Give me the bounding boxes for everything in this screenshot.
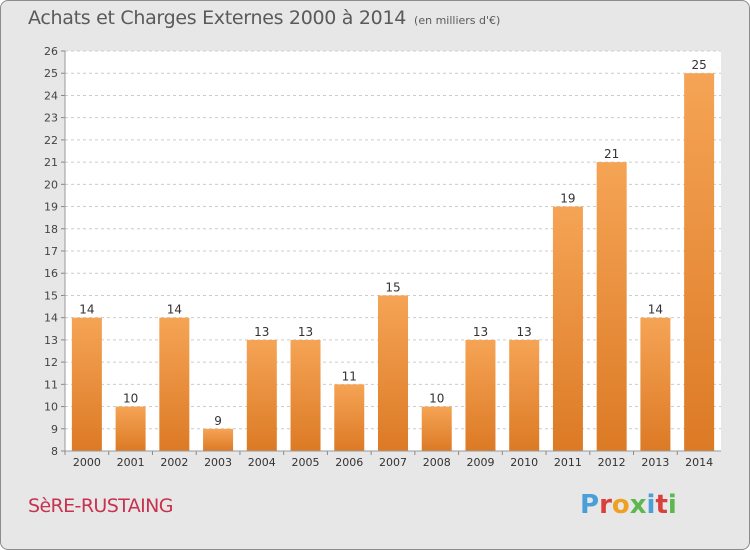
x-tick-label: 2008 [423,456,451,469]
y-tick-label: 9 [51,423,58,436]
bar-value-label: 10 [123,392,138,406]
bar [421,406,452,451]
x-tick-label: 2013 [641,456,669,469]
bar [378,295,408,451]
bar-value-label: 10 [429,392,444,406]
bar [684,73,715,451]
bar-value-label: 14 [79,303,94,317]
bars [71,73,715,451]
x-tick-label: 2003 [204,456,232,469]
chart-subtitle: (en milliers d'€) [414,14,501,27]
bar-value-label: 14 [167,303,182,317]
bar-value-label: 19 [560,192,575,206]
y-tick-label: 17 [44,245,58,258]
x-tick-label: 2014 [685,456,713,469]
logo-letter: o [611,490,630,520]
y-tick-label: 21 [44,156,58,169]
logo-letter: t [655,490,668,520]
title-row: Achats et Charges Externes 2000 à 2014 (e… [28,7,500,29]
bar [203,428,234,451]
x-tick-label: 2000 [73,456,101,469]
bar-value-label: 13 [254,325,269,339]
bar-value-label: 13 [298,325,313,339]
data-labels: 14 10 14 9 13 13 11 15 10 13 13 19 21 14 25 [79,58,707,428]
bar [159,317,190,451]
x-tick-label: 2007 [379,456,407,469]
bar-value-label: 14 [648,303,663,317]
y-tick-label: 10 [44,401,58,414]
chart-title: Achats et Charges Externes 2000 à 2014 [28,7,407,29]
x-tick-label: 2005 [292,456,320,469]
bar [71,317,102,451]
y-tick-label: 24 [44,89,58,102]
bar-value-label: 13 [517,325,532,339]
y-tick-label: 13 [44,334,58,347]
x-tick-label: 2009 [466,456,494,469]
x-tick-label: 2010 [510,456,538,469]
bar-value-label: 11 [342,369,357,383]
y-tick-label: 19 [44,201,58,214]
bar [115,406,146,451]
logo-letter: x [629,490,647,520]
x-tick-label: 2001 [117,456,145,469]
x-axis-ticks: 2000 2001 2002 2003 2004 2005 2006 2007 2008 2009… [64,450,721,469]
y-tick-label: 11 [44,378,58,391]
x-tick-label: 2002 [160,456,188,469]
bar-value-label: 25 [691,58,706,72]
commune-name: SèRE-RUSTAING [28,495,173,517]
y-tick-label: 25 [44,67,58,80]
proxiti-logo[interactable]: Proxiti [580,490,677,520]
bar [465,339,496,451]
logo-letter: i [646,490,656,520]
x-tick-label: 2012 [598,456,626,469]
y-tick-label: 16 [44,267,58,280]
bar-value-label: 21 [604,147,619,161]
y-tick-label: 26 [44,45,58,58]
y-tick-label: 8 [51,445,58,458]
logo-letter: i [667,490,677,520]
bar [552,206,583,451]
y-axis-ticks: 8 9 10 11 12 13 14 15 16 17 18 19 20 21 22 23 24 25 26 [44,45,66,458]
bar [246,339,277,451]
x-tick-label: 2006 [335,456,363,469]
y-tick-label: 14 [44,312,58,325]
x-tick-label: 2004 [248,456,276,469]
bar [596,162,627,451]
bar [334,384,365,451]
bar-value-label: 9 [214,414,222,428]
bar [640,317,671,451]
y-tick-label: 18 [44,223,58,236]
bar-value-label: 15 [385,280,400,294]
y-tick-label: 23 [44,112,58,125]
y-tick-label: 15 [44,289,58,302]
y-tick-label: 22 [44,134,58,147]
y-tick-label: 12 [44,356,58,369]
x-tick-label: 2011 [554,456,582,469]
logo-letter: r [599,490,612,520]
y-tick-label: 20 [44,178,58,191]
logo-letter: P [580,490,600,520]
bar [509,339,540,451]
bar-value-label: 13 [473,325,488,339]
bar [290,339,321,451]
